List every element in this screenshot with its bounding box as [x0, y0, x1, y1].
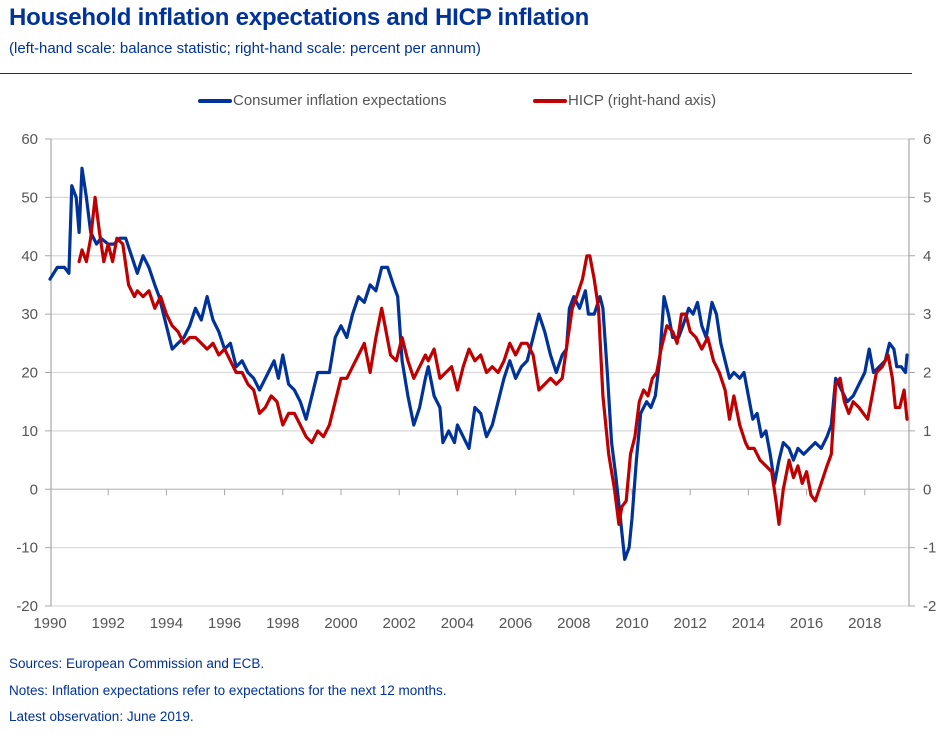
x-tick-label: 2002 [383, 615, 416, 632]
legend-label-consumer: Consumer inflation expectations [233, 92, 447, 109]
x-tick-label: 1998 [266, 615, 299, 632]
chart-subtitle: (left-hand scale: balance statistic; rig… [9, 40, 481, 57]
y2-tick-label: 6 [923, 131, 931, 148]
axes [45, 138, 915, 607]
y2-tick-label: 5 [923, 189, 931, 206]
legend-swatch-consumer [198, 98, 232, 103]
y2-tick-label: 4 [923, 248, 931, 265]
y-tick-label: -20 [16, 598, 38, 615]
x-tick-label: 2006 [499, 615, 532, 632]
latest-observation: Latest observation: June 2019. [9, 709, 194, 724]
y-tick-label: 40 [21, 248, 38, 265]
y-tick-label: 10 [21, 423, 38, 440]
x-tick-label: 2010 [615, 615, 648, 632]
gridlines [51, 138, 909, 607]
y-tick-label: 60 [21, 131, 38, 148]
legend-swatch-hicp [533, 98, 567, 103]
series-line-hicp [77, 195, 909, 526]
legend-item-hicp: HICP (right-hand axis) [533, 92, 716, 109]
legend-label-hicp: HICP (right-hand axis) [568, 92, 717, 109]
title-divider [0, 73, 912, 74]
y-tick-label: -10 [16, 540, 38, 557]
notes-text: Notes: Inflation expectations refer to e… [9, 683, 447, 698]
x-tick-label: 2008 [557, 615, 590, 632]
x-tick-label: 2004 [441, 615, 474, 632]
legend-item-consumer: Consumer inflation expectations [198, 92, 446, 109]
x-tick-label: 2012 [674, 615, 707, 632]
chart-title: Household inflation expectations and HIC… [9, 4, 590, 31]
x-tick-label: 1994 [150, 615, 183, 632]
y2-tick-label: 1 [923, 423, 931, 440]
y-tick-label: 30 [21, 306, 38, 323]
y-tick-label: 50 [21, 189, 38, 206]
sources-note: Sources: European Commission and ECB. [9, 656, 265, 671]
series-line-consumer-expectations [48, 166, 909, 561]
x-tick-label: 1996 [208, 615, 241, 632]
y2-tick-label: 3 [923, 306, 931, 323]
y2-tick-label: -1 [923, 540, 936, 557]
y2-tick-label: 0 [923, 481, 931, 498]
x-tick-label: 1992 [92, 615, 125, 632]
x-tick-label: 2014 [732, 615, 765, 632]
series [48, 166, 909, 561]
x-tick-label: 2000 [324, 615, 357, 632]
y-tick-label: 0 [30, 481, 38, 498]
y2-tick-label: 2 [923, 365, 931, 382]
x-tick-label: 2018 [848, 615, 881, 632]
x-tick-label: 1990 [33, 615, 66, 632]
y-tick-label: 20 [21, 365, 38, 382]
x-tick-label: 2016 [790, 615, 823, 632]
y2-tick-label: -2 [923, 598, 936, 615]
